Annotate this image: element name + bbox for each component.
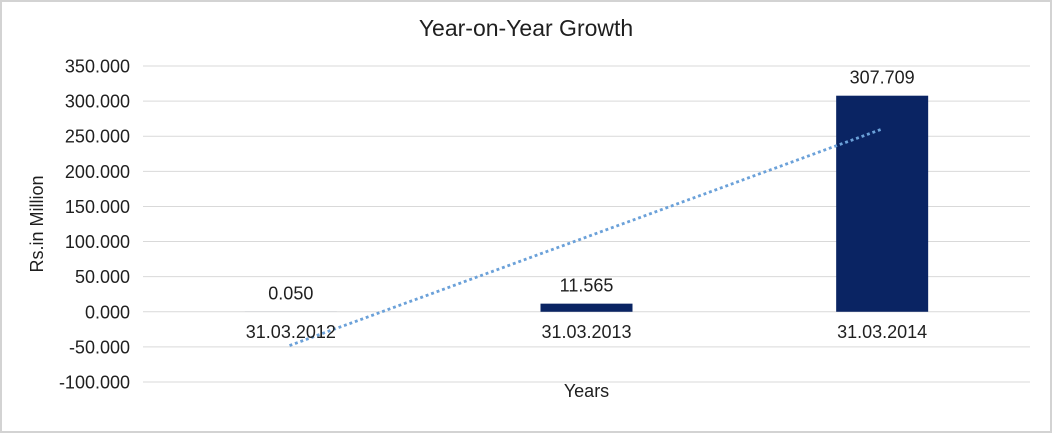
bar	[540, 303, 633, 312]
y-tick-label: 0.000	[85, 302, 130, 322]
y-tick-label: 150.000	[65, 197, 130, 217]
y-tick-label: 100.000	[65, 232, 130, 252]
y-tick-label: -100.000	[59, 373, 130, 393]
data-label: 307.709	[850, 68, 915, 88]
x-axis-title: Years	[563, 381, 610, 401]
data-label: 11.565	[560, 276, 614, 296]
x-category-label: 31.03.2014	[837, 322, 927, 342]
y-tick-label: 350.000	[65, 57, 130, 77]
chart-title: Year-on-Year Growth	[418, 15, 634, 41]
data-label: 0.050	[268, 284, 313, 304]
trendline	[289, 127, 884, 347]
y-axis-title: Rs.in Million	[27, 175, 47, 273]
y-tick-label: -50.000	[69, 337, 130, 357]
bar	[836, 95, 929, 312]
y-tick-label: 250.000	[65, 127, 130, 147]
y-tick-label: 200.000	[65, 162, 130, 182]
x-category-label: 31.03.2013	[541, 322, 631, 342]
x-category-label: 31.03.2012	[246, 322, 336, 342]
y-tick-label: 300.000	[65, 92, 130, 112]
y-tick-label: 50.000	[75, 267, 130, 287]
